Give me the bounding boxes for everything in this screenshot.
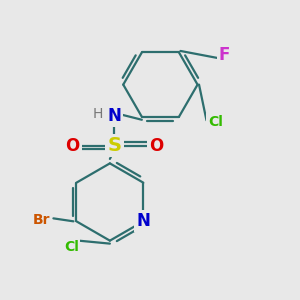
Text: Cl: Cl	[208, 115, 223, 129]
Text: N: N	[136, 212, 150, 230]
Text: Cl: Cl	[64, 240, 79, 254]
Text: S: S	[107, 136, 121, 155]
Text: Br: Br	[33, 213, 50, 227]
Text: O: O	[66, 136, 80, 154]
Text: F: F	[219, 46, 230, 64]
Text: N: N	[107, 107, 121, 125]
Text: H: H	[93, 107, 103, 121]
Text: O: O	[149, 136, 163, 154]
